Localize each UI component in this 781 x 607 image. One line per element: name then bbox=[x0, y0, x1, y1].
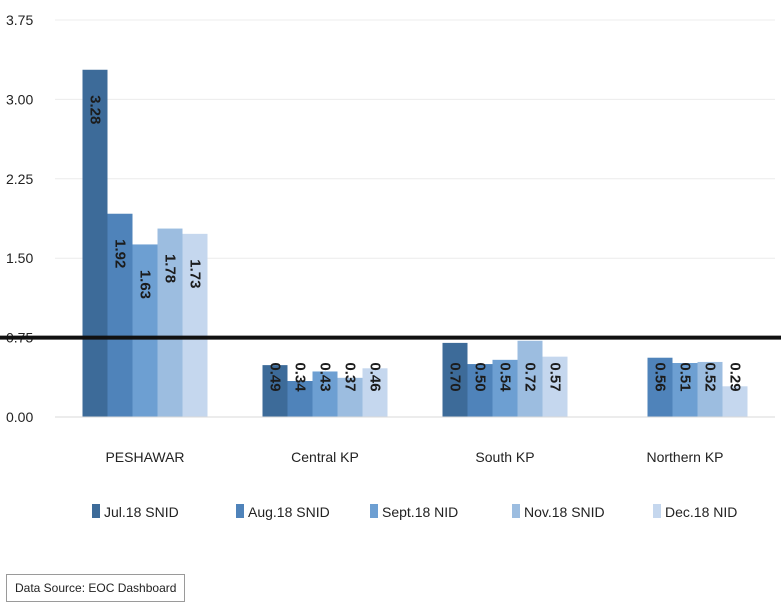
data-label: 0.50 bbox=[472, 362, 489, 391]
bar bbox=[517, 340, 543, 417]
y-tick-label: 3.75 bbox=[6, 12, 33, 28]
data-label: 0.57 bbox=[547, 362, 564, 391]
category-labels: PESHAWAR Central KP South KP Northern KP bbox=[105, 449, 723, 465]
bar bbox=[722, 386, 748, 417]
legend-label: Jul.18 SNID bbox=[104, 504, 179, 520]
data-label: 0.43 bbox=[317, 362, 334, 391]
bar bbox=[442, 342, 468, 417]
bar bbox=[312, 371, 338, 417]
legend-label: Sept.18 NID bbox=[382, 504, 458, 520]
data-label: 0.72 bbox=[522, 362, 539, 391]
y-tick-label: 1.50 bbox=[6, 250, 33, 266]
bar bbox=[262, 365, 288, 417]
bar bbox=[132, 244, 158, 417]
bar bbox=[337, 377, 363, 417]
legend-swatch bbox=[370, 504, 378, 518]
data-label: 0.49 bbox=[267, 362, 284, 391]
bar bbox=[672, 363, 698, 417]
data-label: 0.46 bbox=[367, 362, 384, 391]
data-label: 3.28 bbox=[87, 95, 104, 124]
legend-label: Aug.18 SNID bbox=[248, 504, 330, 520]
bar bbox=[492, 359, 518, 417]
category-label: Northern KP bbox=[646, 449, 723, 465]
bar bbox=[647, 357, 673, 417]
legend-label: Dec.18 NID bbox=[665, 504, 737, 520]
data-label: 0.37 bbox=[342, 362, 359, 391]
bar bbox=[697, 361, 723, 417]
y-tick-label: 2.25 bbox=[6, 171, 33, 187]
data-label: 0.34 bbox=[292, 362, 309, 392]
bar bbox=[467, 364, 493, 417]
bar bbox=[107, 213, 133, 417]
data-label: 1.73 bbox=[187, 259, 204, 288]
y-axis-ticks: 0.000.751.502.253.003.75 bbox=[6, 12, 33, 425]
data-label: 1.92 bbox=[112, 239, 129, 268]
legend-swatch bbox=[236, 504, 244, 518]
data-label: 0.52 bbox=[702, 362, 719, 391]
legend: Jul.18 SNID Aug.18 SNID Sept.18 NID Nov.18 … bbox=[92, 504, 737, 520]
data-labels: 3.28 1.92 1.63 1.78 1.73 0.49 0.34 0.43 0.37 0.46… bbox=[87, 95, 744, 392]
bar bbox=[542, 356, 568, 417]
data-label: 0.29 bbox=[727, 362, 744, 391]
data-label: 1.63 bbox=[137, 270, 154, 299]
data-label: 0.56 bbox=[652, 362, 669, 391]
bars bbox=[82, 69, 748, 418]
data-label: 1.78 bbox=[162, 254, 179, 283]
bar bbox=[182, 233, 208, 417]
category-label: South KP bbox=[475, 449, 534, 465]
data-label: 0.51 bbox=[677, 362, 694, 391]
legend-swatch bbox=[653, 504, 661, 518]
bar bbox=[362, 368, 388, 417]
legend-swatch bbox=[92, 504, 100, 518]
bar-chart: 0.000.751.502.253.003.75 3.281.921.631.7… bbox=[0, 12, 781, 520]
y-tick-label: 0.00 bbox=[6, 409, 33, 425]
data-source-note: Data Source: EOC Dashboard bbox=[6, 574, 186, 602]
bar bbox=[287, 381, 313, 417]
data-label: 0.54 bbox=[497, 362, 514, 392]
data-label: 0.70 bbox=[447, 362, 464, 391]
category-label: PESHAWAR bbox=[105, 449, 184, 465]
category-label: Central KP bbox=[291, 449, 359, 465]
y-tick-label: 3.00 bbox=[6, 91, 33, 107]
bar bbox=[157, 228, 183, 417]
legend-label: Nov.18 SNID bbox=[524, 504, 605, 520]
legend-swatch bbox=[512, 504, 520, 518]
bar bbox=[82, 69, 108, 418]
